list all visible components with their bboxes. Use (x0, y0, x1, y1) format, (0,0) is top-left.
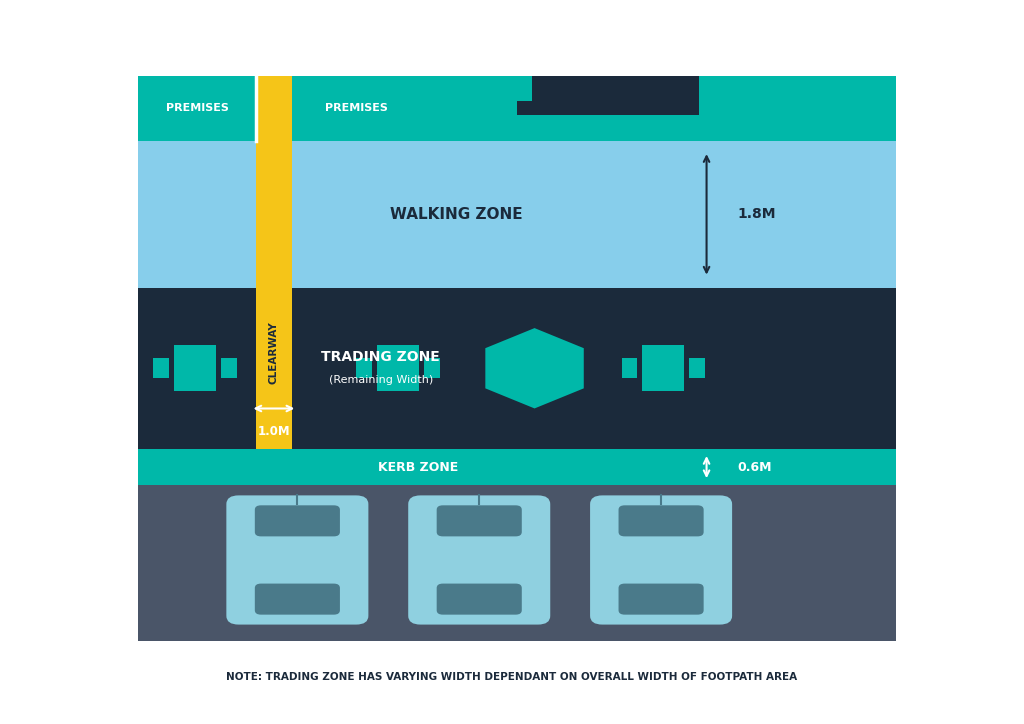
Bar (154, 358, 169, 378)
FancyBboxPatch shape (255, 584, 340, 615)
FancyBboxPatch shape (409, 495, 550, 625)
FancyBboxPatch shape (618, 505, 703, 536)
Text: TRADING ZONE: TRADING ZONE (322, 350, 440, 364)
Bar (532, 76, 699, 101)
FancyBboxPatch shape (255, 505, 340, 536)
Bar (642, 345, 684, 392)
Text: (Remaining Width): (Remaining Width) (329, 374, 433, 384)
Bar (227, 544, 239, 553)
Text: KERB ZONE: KERB ZONE (379, 460, 459, 473)
Bar (424, 358, 440, 378)
Text: CLEARWAY: CLEARWAY (269, 321, 279, 384)
Text: WALKING ZONE: WALKING ZONE (390, 207, 523, 222)
Bar (356, 544, 368, 553)
Bar (138, 449, 896, 485)
Bar (138, 485, 896, 641)
Bar (689, 358, 706, 378)
Bar (138, 287, 896, 449)
Text: NOTE: TRADING ZONE HAS VARYING WIDTH DEPENDANT ON OVERALL WIDTH OF FOOTPATH AREA: NOTE: TRADING ZONE HAS VARYING WIDTH DEP… (226, 672, 798, 682)
Text: 1.8M: 1.8M (737, 207, 776, 222)
Text: PREMISES: PREMISES (325, 104, 387, 114)
Bar (517, 101, 699, 115)
Bar (409, 544, 421, 553)
Bar (138, 141, 896, 287)
FancyBboxPatch shape (590, 495, 732, 625)
Bar (174, 345, 216, 392)
Polygon shape (485, 328, 584, 408)
Bar (138, 76, 896, 141)
Bar (256, 76, 292, 449)
Bar (377, 345, 419, 392)
Bar (591, 544, 602, 553)
Bar (538, 544, 550, 553)
Text: 0.6M: 0.6M (737, 460, 772, 473)
Bar (356, 358, 372, 378)
Bar (720, 544, 731, 553)
Bar (221, 358, 237, 378)
Bar (622, 358, 637, 378)
FancyBboxPatch shape (436, 505, 522, 536)
Text: 1.0M: 1.0M (258, 424, 290, 437)
FancyBboxPatch shape (226, 495, 369, 625)
FancyBboxPatch shape (436, 584, 522, 615)
FancyBboxPatch shape (618, 584, 703, 615)
Text: PREMISES: PREMISES (166, 104, 228, 114)
